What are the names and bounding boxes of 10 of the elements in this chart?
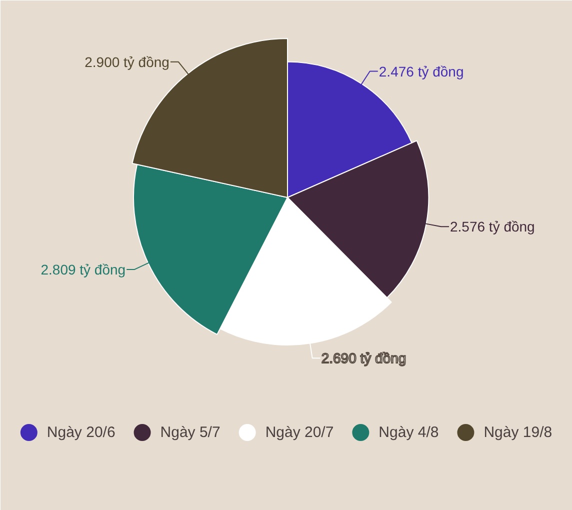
legend-label: Ngày 4/8 <box>378 424 439 441</box>
legend-label: Ngày 20/7 <box>265 424 334 441</box>
data-label: 2.576 tỷ đồng <box>450 218 535 235</box>
data-label: 2.690 tỷ đồng <box>321 350 406 366</box>
legend-label: Ngày 20/6 <box>46 424 116 441</box>
legend-label: Ngày 5/7 <box>160 424 220 441</box>
data-label: 2.809 tỷ đồng <box>40 261 126 278</box>
data-label: 2.476 tỷ đồng <box>378 63 464 80</box>
legend-label: Ngày 19/8 <box>484 424 552 441</box>
data-label: 2.900 tỷ đồng <box>84 54 170 70</box>
